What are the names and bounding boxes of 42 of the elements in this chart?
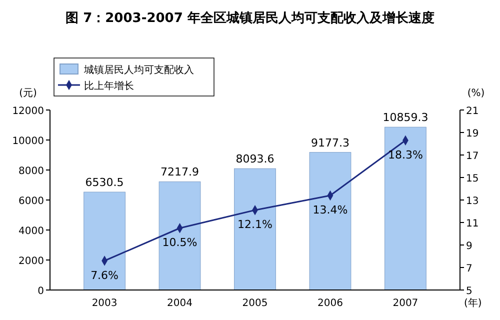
data-label: 6530.5 — [85, 176, 124, 190]
bar — [384, 126, 426, 290]
y2-tick-label: 11 — [466, 218, 479, 230]
x-axis-title: (年) — [464, 297, 482, 309]
bar — [234, 168, 276, 290]
legend-label: 比上年增长 — [84, 80, 134, 92]
y2-tick-label: 21 — [466, 106, 479, 117]
y2-tick-label: 17 — [466, 151, 479, 162]
y2-tick-label: 19 — [466, 128, 479, 140]
data-label: 12.1% — [238, 218, 272, 232]
y-tick-label: 0 — [38, 286, 44, 297]
y-tick-label: 4000 — [18, 226, 44, 237]
chart-title: 图 7：2003-2007 年全区城镇居民人均可支配收入及增长速度 — [66, 10, 434, 26]
y-tick-label: 10000 — [12, 136, 44, 147]
data-label: 9177.3 — [310, 136, 350, 150]
x-tick-label: 2006 — [318, 298, 343, 309]
data-label: 8093.6 — [236, 152, 274, 166]
y-tick-label: 12000 — [12, 106, 44, 117]
x-tick-label: 2007 — [392, 298, 418, 309]
y2-tick-label: 13 — [466, 196, 479, 207]
x-tick-label: 2003 — [92, 298, 118, 309]
y2-tick-label: 7 — [466, 264, 472, 274]
bar — [309, 152, 352, 290]
data-label: 7217.9 — [160, 166, 200, 179]
y2-tick-label: 15 — [466, 174, 479, 184]
data-label: 13.4% — [312, 204, 348, 216]
x-tick-label: 2004 — [167, 298, 192, 309]
y2-tick-label: 9 — [466, 241, 472, 252]
x-tick-label: 2005 — [242, 298, 268, 309]
data-label: 18.3% — [388, 148, 423, 162]
data-label: 10859.3 — [382, 111, 428, 124]
y-tick-label: 8000 — [18, 166, 44, 177]
y-tick-label: 6000 — [18, 196, 44, 207]
data-label: 7.6% — [90, 268, 119, 282]
y-axis-title: (元) — [19, 88, 37, 99]
legend-label: 城镇居民人均可支配收入 — [83, 64, 194, 76]
bar — [158, 181, 201, 290]
y2-tick-label: 5 — [466, 286, 472, 297]
y2-axis-title: (%) — [467, 88, 485, 99]
bar — [84, 192, 126, 290]
data-label: 10.5% — [162, 236, 198, 250]
y-tick-label: 2000 — [18, 256, 44, 267]
